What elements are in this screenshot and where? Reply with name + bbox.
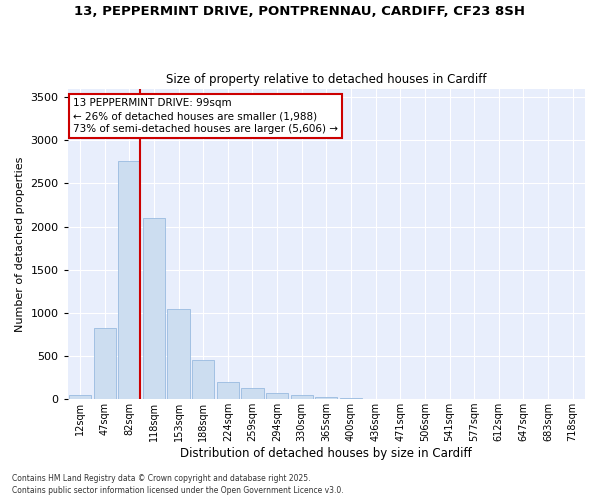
- Bar: [266, 392, 288, 399]
- Bar: [340, 398, 362, 399]
- Text: Contains HM Land Registry data © Crown copyright and database right 2025.
Contai: Contains HM Land Registry data © Crown c…: [12, 474, 344, 495]
- X-axis label: Distribution of detached houses by size in Cardiff: Distribution of detached houses by size …: [181, 447, 472, 460]
- Bar: [241, 388, 263, 399]
- Bar: [315, 396, 337, 399]
- Bar: [192, 360, 214, 399]
- Text: 13 PEPPERMINT DRIVE: 99sqm
← 26% of detached houses are smaller (1,988)
73% of s: 13 PEPPERMINT DRIVE: 99sqm ← 26% of deta…: [73, 98, 338, 134]
- Bar: [290, 395, 313, 399]
- Bar: [167, 308, 190, 399]
- Bar: [217, 382, 239, 399]
- Title: Size of property relative to detached houses in Cardiff: Size of property relative to detached ho…: [166, 73, 487, 86]
- Bar: [143, 218, 165, 399]
- Y-axis label: Number of detached properties: Number of detached properties: [15, 156, 25, 332]
- Bar: [118, 161, 140, 399]
- Bar: [94, 328, 116, 399]
- Bar: [69, 395, 91, 399]
- Text: 13, PEPPERMINT DRIVE, PONTPRENNAU, CARDIFF, CF23 8SH: 13, PEPPERMINT DRIVE, PONTPRENNAU, CARDI…: [74, 5, 526, 18]
